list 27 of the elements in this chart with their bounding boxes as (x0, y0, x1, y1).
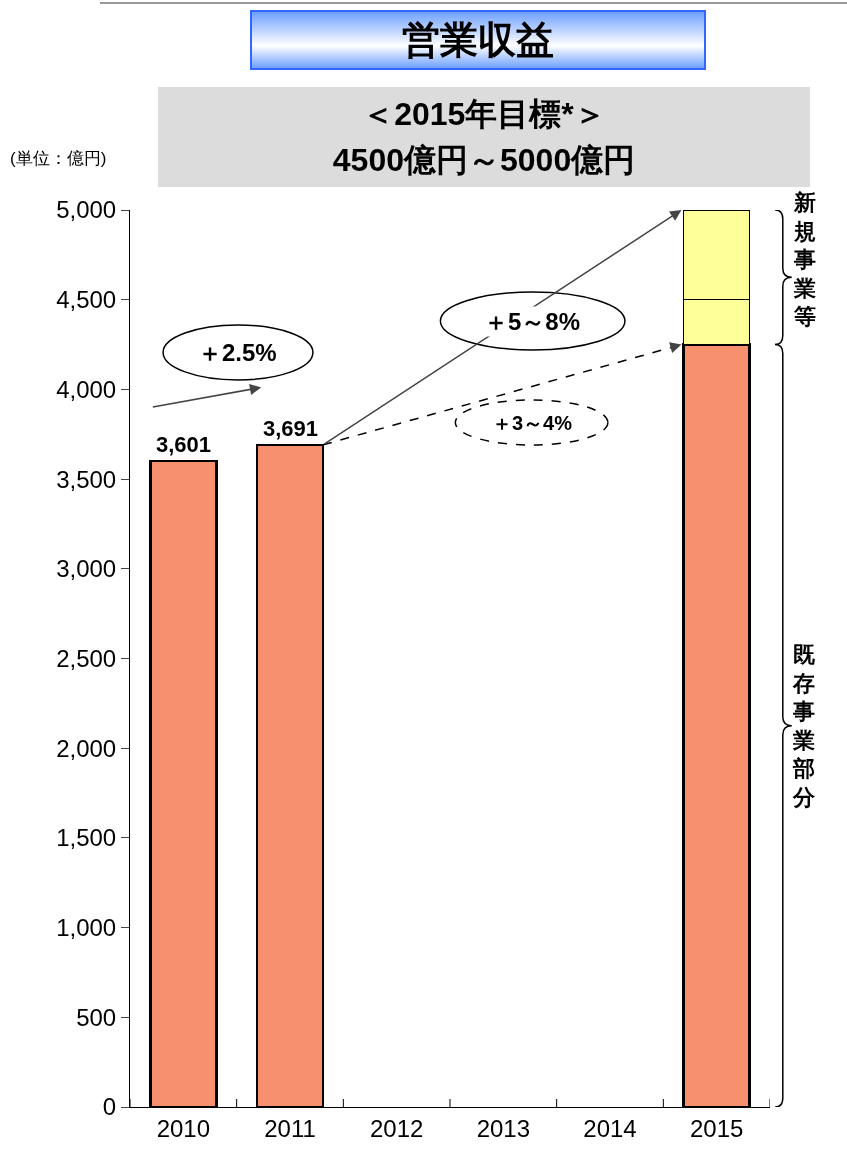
y-tick-label: 4,500 (56, 286, 117, 314)
y-tick-label: 5,000 (56, 196, 117, 224)
chart-title: 営業収益 (250, 10, 706, 70)
y-tick-label: 2,500 (56, 644, 117, 672)
x-tick-label: 2010 (156, 1114, 211, 1142)
y-tick-label: 500 (76, 1003, 117, 1031)
x-tick-label: 2012 (369, 1114, 424, 1142)
y-tick-label: 3,500 (56, 465, 117, 493)
y-tick-label: 1,000 (56, 914, 117, 941)
data-label: 3,691 (263, 416, 319, 441)
x-tick-label: 2015 (689, 1114, 744, 1142)
y-tick-label: 1,500 (56, 824, 117, 852)
annotation: ＋3～4% (492, 412, 573, 434)
text: 既存事業部分 (792, 642, 816, 810)
y-tick-label: 3,000 (56, 555, 117, 583)
y-tick-label: 4,000 (56, 375, 117, 403)
y-tick-label: 2,000 (56, 734, 117, 762)
annotation: ＋5～8% (484, 308, 581, 335)
x-tick-label: 2013 (476, 1114, 531, 1142)
x-tick-label: 2011 (264, 1114, 316, 1142)
x-tick-label: 2014 (583, 1114, 637, 1142)
text: 新規事業等 (793, 190, 816, 330)
data-label: 3,601 (156, 432, 212, 457)
chart-subtitle: ＜2015年目標*＞ 4500億円～5000億円 (158, 87, 810, 187)
y-axis-title: (単位：億円) (10, 148, 107, 170)
y-tick-label: 0 (102, 1093, 117, 1121)
annotation: ＋2.5% (198, 339, 277, 366)
